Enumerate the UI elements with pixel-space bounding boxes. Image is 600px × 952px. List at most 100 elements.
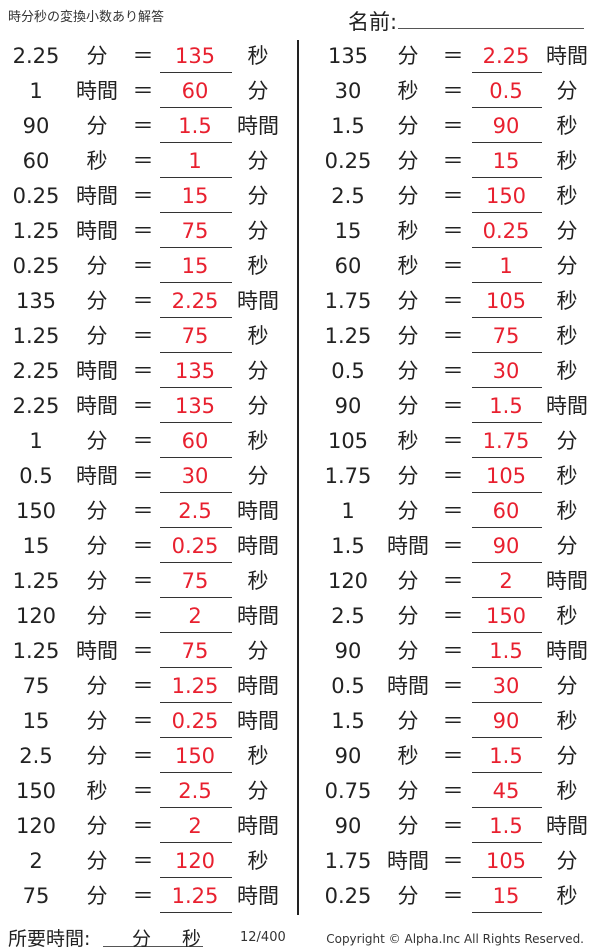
- answer-unit: 分: [556, 79, 578, 103]
- answer-underline: [160, 282, 232, 283]
- equals-sign: ＝: [442, 289, 464, 313]
- answer-unit: 分: [247, 359, 269, 383]
- answer-underline: [472, 737, 542, 738]
- equals-sign: ＝: [442, 499, 464, 523]
- equals-sign: ＝: [132, 254, 154, 278]
- given-value: 90: [334, 814, 362, 838]
- answer-value: 30: [492, 674, 520, 698]
- answer-underline: [160, 527, 232, 528]
- answer-underline: [472, 562, 542, 563]
- equals-sign: ＝: [442, 639, 464, 663]
- given-unit: 分: [397, 884, 419, 908]
- answer-unit: 秒: [556, 884, 578, 908]
- given-value: 1.25: [12, 219, 60, 243]
- given-value: 1.25: [12, 324, 60, 348]
- given-unit: 時間: [76, 219, 118, 243]
- answer-underline: [472, 212, 542, 213]
- given-unit: 分: [86, 289, 108, 313]
- given-unit: 分: [397, 639, 419, 663]
- equals-sign: ＝: [132, 849, 154, 873]
- answer-unit: 分: [247, 184, 269, 208]
- given-value: 1.5: [331, 114, 365, 138]
- answer-underline: [160, 632, 232, 633]
- given-value: 1.25: [324, 324, 372, 348]
- equals-sign: ＝: [132, 429, 154, 453]
- given-value: 90: [334, 744, 362, 768]
- given-unit: 秒: [86, 149, 108, 173]
- answer-value: 105: [485, 289, 527, 313]
- answer-value: 45: [492, 779, 520, 803]
- given-unit: 分: [397, 779, 419, 803]
- given-value: 1.25: [12, 569, 60, 593]
- answer-value: 2: [188, 604, 202, 628]
- answer-value: 15: [181, 184, 209, 208]
- answer-underline: [160, 247, 232, 248]
- minutes-label: 分: [132, 928, 152, 950]
- answer-underline: [160, 317, 232, 318]
- given-value: 0.5: [19, 464, 53, 488]
- given-unit: 分: [397, 394, 419, 418]
- equals-sign: ＝: [442, 184, 464, 208]
- answer-value: 90: [492, 534, 520, 558]
- answer-value: 135: [174, 394, 216, 418]
- equals-sign: ＝: [442, 149, 464, 173]
- answer-unit: 分: [556, 254, 578, 278]
- answer-value: 1.5: [489, 744, 523, 768]
- answer-underline: [472, 107, 542, 108]
- given-value: 150: [15, 499, 57, 523]
- equals-sign: ＝: [132, 79, 154, 103]
- time-required-label: 所要時間:: [8, 928, 91, 950]
- answer-value: 1: [188, 149, 202, 173]
- equals-sign: ＝: [442, 884, 464, 908]
- answer-value: 150: [485, 184, 527, 208]
- answer-underline: [472, 877, 542, 878]
- given-value: 15: [334, 219, 362, 243]
- given-value: 1.75: [324, 464, 372, 488]
- given-unit: 分: [397, 604, 419, 628]
- answer-unit: 時間: [237, 534, 279, 558]
- answer-value: 1.75: [482, 429, 530, 453]
- answer-underline: [160, 492, 232, 493]
- equals-sign: ＝: [442, 534, 464, 558]
- answer-underline: [472, 772, 542, 773]
- answer-unit: 秒: [556, 779, 578, 803]
- answer-underline: [472, 597, 542, 598]
- equals-sign: ＝: [132, 639, 154, 663]
- answer-unit: 秒: [247, 254, 269, 278]
- answer-underline: [160, 177, 232, 178]
- given-value: 90: [334, 639, 362, 663]
- answer-value: 2: [499, 569, 513, 593]
- given-unit: 秒: [397, 429, 419, 453]
- answer-underline: [472, 142, 542, 143]
- given-value: 15: [22, 709, 50, 733]
- answer-value: 105: [485, 849, 527, 873]
- answer-unit: 分: [556, 849, 578, 873]
- given-value: 120: [15, 814, 57, 838]
- answer-unit: 時間: [237, 814, 279, 838]
- answer-unit: 分: [556, 674, 578, 698]
- answer-underline: [472, 702, 542, 703]
- answer-value: 135: [174, 44, 216, 68]
- equals-sign: ＝: [442, 114, 464, 138]
- equals-sign: ＝: [132, 534, 154, 558]
- equals-sign: ＝: [442, 254, 464, 278]
- equals-sign: ＝: [442, 394, 464, 418]
- given-value: 2.25: [12, 44, 60, 68]
- given-value: 90: [334, 394, 362, 418]
- answer-underline: [472, 457, 542, 458]
- given-value: 60: [22, 149, 50, 173]
- given-unit: 分: [397, 709, 419, 733]
- given-value: 0.25: [324, 884, 372, 908]
- answer-underline: [472, 422, 542, 423]
- answer-value: 120: [174, 849, 216, 873]
- name-label: 名前:: [348, 10, 398, 34]
- given-unit: 分: [397, 289, 419, 313]
- answer-unit: 時間: [237, 114, 279, 138]
- given-unit: 秒: [397, 219, 419, 243]
- given-value: 120: [15, 604, 57, 628]
- answer-underline: [472, 807, 542, 808]
- given-value: 75: [22, 674, 50, 698]
- name-field-line: [398, 28, 584, 29]
- given-value: 0.25: [12, 254, 60, 278]
- answer-value: 1.5: [178, 114, 212, 138]
